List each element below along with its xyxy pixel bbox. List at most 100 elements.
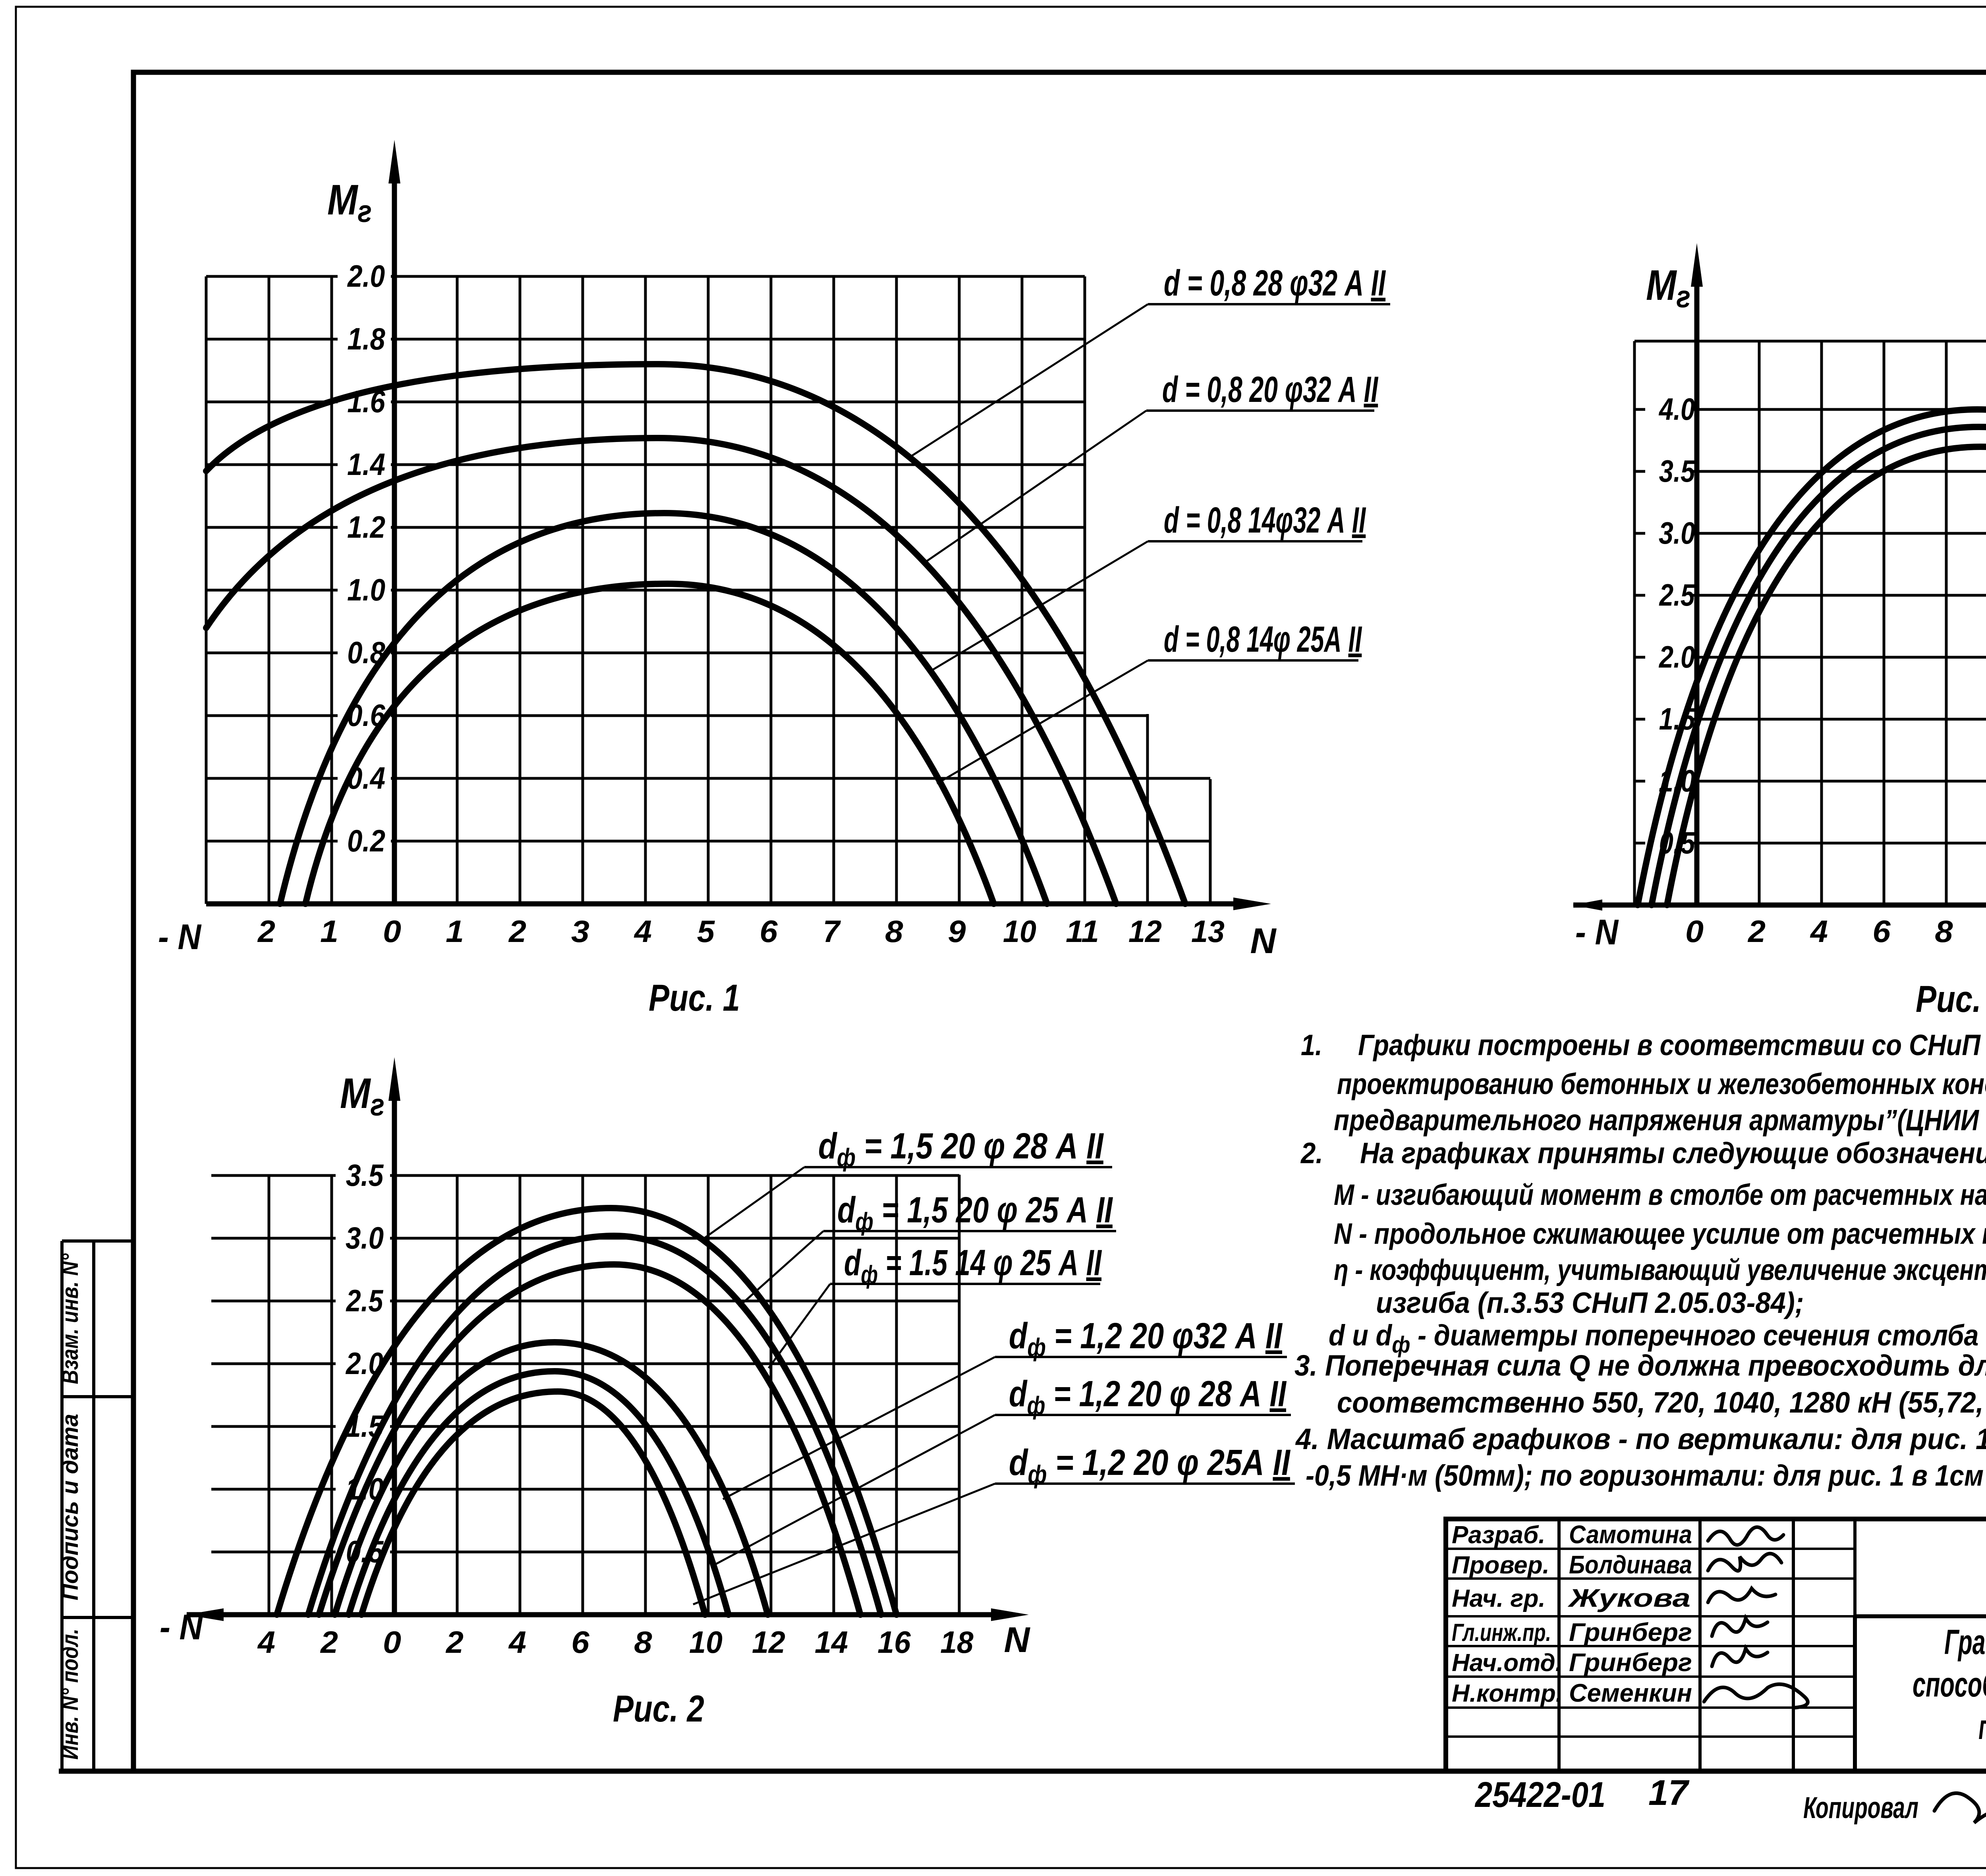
svg-text:2: 2	[508, 914, 526, 948]
svg-text:Н.контр.: Н.контр.	[1452, 1680, 1563, 1707]
svg-text:N: N	[1004, 1620, 1031, 1660]
svg-text:2: 2	[445, 1625, 464, 1659]
svg-text:4: 4	[1810, 914, 1828, 948]
svg-text:Болдинава: Болдинава	[1569, 1550, 1692, 1579]
svg-text:6: 6	[1872, 914, 1891, 949]
svg-text:dф = 1.5 14 φ 25 А II: dф = 1.5 14 φ 25 А II	[844, 1243, 1102, 1289]
svg-text:соответственно 550, 720, 1040: соответственно 550, 720, 1040, 1280 кН (…	[1337, 1386, 1986, 1419]
svg-text:12: 12	[752, 1625, 785, 1660]
svg-text:N: N	[1250, 921, 1277, 961]
svg-text:изгиба (п.3.53 СНиП 2.05.03-: изгиба (п.3.53 СНиП 2.05.03-84);	[1376, 1287, 1804, 1320]
svg-text:η - коэффициент, учитывающий: η - коэффициент, учитывающий увеличение …	[1334, 1254, 1986, 1286]
svg-text:- N: - N	[1575, 912, 1619, 952]
svg-text:4: 4	[257, 1625, 275, 1659]
svg-text:dф = 1,2 20 φ 25А II: dф = 1,2 20 φ 25А II	[1009, 1442, 1291, 1488]
svg-text:Нач. гр.: Нач. гр.	[1452, 1585, 1546, 1612]
svg-text:Семенкин: Семенкин	[1569, 1679, 1692, 1707]
svg-text:0.4: 0.4	[347, 760, 385, 795]
svg-text:0: 0	[1685, 914, 1704, 949]
svg-text:1.4: 1.4	[347, 447, 385, 482]
svg-text:1.8: 1.8	[347, 321, 385, 356]
svg-text:0.2: 0.2	[347, 823, 385, 858]
svg-text:6: 6	[759, 914, 778, 949]
svg-text:4: 4	[508, 1625, 526, 1659]
svg-text:12: 12	[1128, 915, 1162, 949]
svg-text:Гринберг: Гринберг	[1569, 1648, 1692, 1677]
svg-text:1: 1	[446, 914, 464, 949]
svg-text:0.6: 0.6	[347, 698, 386, 733]
svg-text:Рис. 2: Рис. 2	[613, 1688, 704, 1730]
svg-text:- N: - N	[158, 917, 202, 957]
svg-text:Самотина: Самотина	[1569, 1521, 1692, 1549]
svg-text:25422-01: 25422-01	[1474, 1775, 1605, 1815]
svg-text:3.0: 3.0	[1659, 516, 1695, 550]
svg-text:2.5: 2.5	[346, 1283, 384, 1318]
svg-text:предварительного напряжения: предварительного напряжения арматуры”(ЦН…	[1334, 1104, 1986, 1137]
svg-text:0.8: 0.8	[347, 635, 385, 670]
svg-text:2. На графиках приняты: 2. На графиках приняты следующие обознач…	[1300, 1137, 1986, 1170]
svg-text:3: 3	[571, 914, 589, 949]
svg-text:Подпись и дата: Подпись и дата	[58, 1414, 83, 1600]
svg-text:10: 10	[1003, 915, 1036, 949]
svg-text:1.6: 1.6	[347, 384, 386, 419]
svg-text:d = 0,8 14φ 25А II: d = 0,8 14φ 25А II	[1164, 618, 1362, 660]
svg-text:2.5: 2.5	[1659, 578, 1695, 612]
svg-text:16: 16	[877, 1625, 911, 1660]
svg-text:3.0: 3.0	[346, 1220, 384, 1255]
svg-text:10: 10	[689, 1625, 723, 1660]
svg-text:d = 0,8 20 φ32 А II: d = 0,8 20 φ32 А II	[1162, 369, 1379, 410]
svg-text:Рис. 3: Рис. 3	[1916, 978, 1986, 1020]
svg-text:2.0: 2.0	[345, 1347, 383, 1381]
svg-text:Провер.: Провер.	[1452, 1552, 1549, 1579]
svg-text:Графики несущей: Графики несущей	[1944, 1622, 1986, 1662]
svg-text:4: 4	[634, 914, 652, 948]
svg-text:- N: - N	[160, 1607, 203, 1647]
svg-text:Рис. 1: Рис. 1	[649, 977, 740, 1019]
svg-text:13: 13	[1191, 915, 1225, 949]
svg-text:Нач.отд.: Нач.отд.	[1452, 1649, 1562, 1677]
svg-text:Разраб.: Разраб.	[1452, 1521, 1545, 1549]
svg-text:Гл.инж.пр.: Гл.инж.пр.	[1452, 1619, 1551, 1646]
svg-text:2: 2	[257, 914, 275, 948]
svg-text:8: 8	[1935, 914, 1953, 949]
svg-text:14: 14	[815, 1625, 848, 1660]
svg-text:2: 2	[320, 1625, 338, 1659]
svg-text:2: 2	[1747, 914, 1766, 948]
svg-text:1.0: 1.0	[1659, 764, 1695, 798]
svg-text:0: 0	[383, 914, 401, 949]
svg-text:Мг: Мг	[1646, 261, 1690, 314]
svg-text:Гринберг: Гринберг	[1569, 1618, 1692, 1646]
svg-text:d = 0,8 14φ32 А II: d = 0,8 14φ32 А II	[1164, 500, 1366, 540]
svg-text:Инв. N° подл.: Инв. N° подл.	[58, 1629, 83, 1760]
svg-text:1.5: 1.5	[1659, 702, 1696, 737]
svg-text:0.5: 0.5	[1659, 826, 1696, 861]
svg-text:3.5: 3.5	[1659, 454, 1696, 489]
svg-text:dф = 1,2 20 φ32 А II: dф = 1,2 20 φ32 А II	[1009, 1315, 1283, 1362]
svg-text:1.2: 1.2	[347, 510, 385, 544]
svg-text:0.5: 0.5	[346, 1534, 384, 1569]
svg-text:9: 9	[948, 914, 966, 949]
svg-text:Взам. инв. N°: Взам. инв. N°	[58, 1253, 83, 1384]
svg-text:3. Поперечная сила Q не до: 3. Поперечная сила Q не должна превосход…	[1294, 1349, 1986, 1382]
svg-text:8: 8	[885, 914, 903, 949]
svg-text:dф = 1,2 20 φ 28 А II: dф = 1,2 20 φ 28 А II	[1009, 1373, 1287, 1420]
svg-text:11: 11	[1066, 914, 1099, 948]
svg-text:2.0: 2.0	[347, 259, 385, 293]
svg-text:1.0: 1.0	[346, 1471, 384, 1506]
svg-text:8: 8	[634, 1625, 652, 1660]
svg-text:Жукова: Жукова	[1567, 1584, 1691, 1612]
svg-text:-0,5 МН·м (50тм); по горизонт: -0,5 МН·м (50тм); по горизонтали: для ри…	[1306, 1459, 1986, 1492]
svg-text:5: 5	[697, 914, 715, 949]
svg-text:N - продольное сжимающее уси: N - продольное сжимающее усилие от расче…	[1334, 1217, 1986, 1250]
svg-text:6: 6	[571, 1625, 589, 1660]
svg-text:способности столбов: способности столбов	[1913, 1665, 1986, 1704]
svg-text:18: 18	[940, 1625, 974, 1660]
svg-text:1: 1	[320, 914, 338, 949]
svg-text:проектированию бетонных и ж: проектированию бетонных и железобетонных…	[1337, 1068, 1986, 1101]
svg-text:dф = 1,5 20 φ 28 А II: dф = 1,5 20 φ 28 А II	[818, 1125, 1104, 1172]
svg-text:М - изгибающий момент в стол: М - изгибающий момент в столбе от расчет…	[1334, 1179, 1986, 1212]
svg-text:d и dф - диаметры поперечного: d и dф - диаметры поперечного сечения ст…	[1329, 1319, 1986, 1358]
svg-text:1.0: 1.0	[347, 572, 385, 607]
svg-text:по материалу: по материалу	[1978, 1708, 1986, 1747]
svg-text:Копировал: Копировал	[1803, 1791, 1918, 1825]
